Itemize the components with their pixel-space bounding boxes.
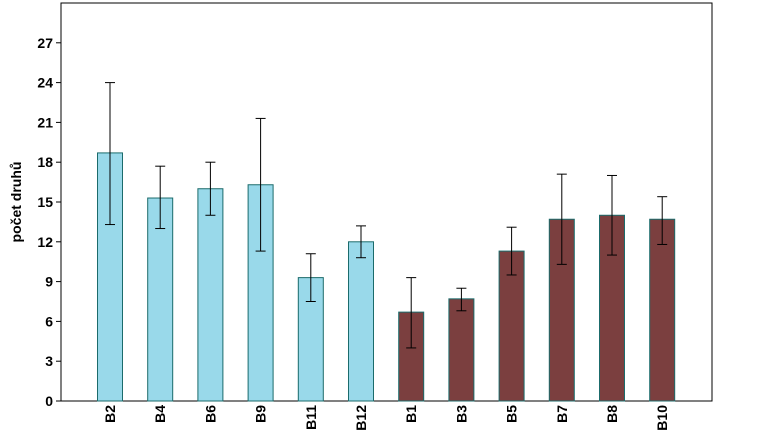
error-bar-B3 (456, 287, 467, 312)
error-bar-B11 (305, 253, 316, 302)
x-tick-label-B10: B10 (654, 405, 670, 431)
bar-B5 (498, 250, 525, 402)
bar-B4 (147, 197, 174, 402)
x-tick-label-B8: B8 (604, 405, 620, 423)
y-tick-label: 27 (37, 35, 53, 51)
error-bar-B9 (255, 117, 266, 252)
bars (97, 152, 676, 402)
x-tick-label-B12: B12 (353, 405, 369, 431)
x-tick-label-B6: B6 (202, 405, 218, 423)
error-bar-B1 (406, 277, 417, 349)
y-tick-label: 21 (37, 114, 53, 130)
y-tick-label: 18 (37, 154, 53, 170)
y-tick-label: 24 (37, 75, 53, 91)
error-bar-B12 (356, 225, 366, 259)
x-tick-label-B9: B9 (253, 405, 269, 423)
x-tick-label-B4: B4 (152, 405, 168, 423)
x-tick-label-B2: B2 (102, 405, 118, 423)
error-bar-B8 (607, 174, 617, 256)
y-tick-label: 3 (45, 353, 53, 369)
x-axis: B2 B4 B6 B9 B11 B12 B1 B3 B5 B7 B8 B10 (102, 405, 670, 431)
y-tick-label: 0 (45, 393, 53, 409)
bar-B6 (197, 188, 224, 402)
error-bar-B5 (506, 226, 517, 276)
error-bar-B6 (205, 161, 216, 216)
x-tick-label-B7: B7 (554, 405, 570, 423)
error-bar-B4 (155, 165, 166, 230)
error-bars (105, 82, 668, 349)
y-tick-label: 12 (37, 234, 53, 250)
error-bar-B2 (105, 82, 115, 226)
x-tick-label-B11: B11 (303, 405, 319, 430)
bar-B12 (348, 241, 374, 402)
bar-B3 (448, 298, 475, 402)
y-tick-label: 6 (45, 313, 53, 329)
error-bar-B10 (657, 196, 668, 245)
y-axis: 0 3 6 9 12 15 18 21 24 27 (37, 35, 61, 409)
x-tick-label-B1: B1 (403, 405, 419, 423)
x-tick-label-B5: B5 (504, 405, 520, 423)
error-bar-B7 (556, 173, 567, 265)
y-tick-label: 15 (37, 194, 53, 210)
y-axis-label: počet druhů (8, 162, 24, 243)
y-tick-label: 9 (45, 274, 53, 290)
x-tick-label-B3: B3 (453, 405, 469, 423)
bar-B10 (649, 218, 676, 402)
bar-B7 (548, 218, 575, 402)
